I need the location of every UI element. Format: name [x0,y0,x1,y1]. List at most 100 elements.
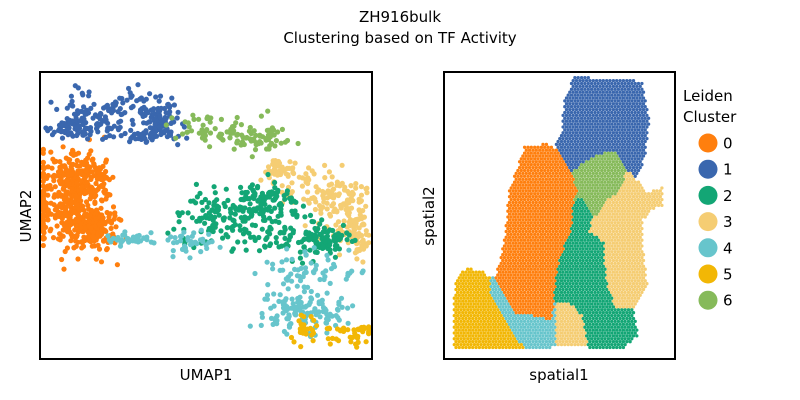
umap-point-cluster-0 [99,225,105,232]
spatial-spot-cluster-2 [588,258,592,263]
spatial-spot-cluster-2 [610,331,614,335]
spatial-spot-cluster-5 [454,316,458,321]
spatial-spot-cluster-0 [521,258,525,263]
umap-point-cluster-0 [45,192,51,198]
spatial-spot-cluster-0 [531,299,535,303]
spatial-spot-cluster-0 [548,229,552,234]
spatial-spot-cluster-0 [522,215,527,219]
spatial-spot-cluster-2 [600,255,604,260]
spatial-spot-cluster-2 [593,319,597,324]
spatial-spot-cluster-2 [630,325,634,329]
spatial-spot-cluster-0 [548,171,552,176]
spatial-spot-cluster-3 [616,209,621,213]
spatial-spot-cluster-2 [588,270,592,274]
spatial-spot-cluster-0 [573,192,577,196]
spatial-spot-cluster-2 [579,255,584,260]
spatial-spot-cluster-2 [630,308,634,312]
spatial-spot-cluster-0 [499,284,503,289]
spatial-spot-cluster-3 [606,203,611,208]
umap-point-cluster-5 [291,339,297,345]
spatial-spot-cluster-3 [556,302,560,306]
umap-point-cluster-2 [265,207,271,213]
spatial-spot-cluster-5 [507,340,512,344]
spatial-spot-cluster-5 [454,334,458,338]
spatial-spot-cluster-0 [527,183,532,187]
umap-point-cluster-1 [71,111,78,117]
spatial-spot-cluster-6 [591,189,595,193]
spatial-spot-cluster-3 [616,192,621,196]
umap-point-cluster-6 [204,115,210,122]
spatial-spot-cluster-3 [633,290,637,295]
umap-point-cluster-2 [232,211,238,217]
spatial-spot-cluster-0 [504,229,508,234]
spatial-spot-cluster-0 [531,305,535,309]
spatial-spot-cluster-5 [469,284,473,289]
spatial-spot-cluster-0 [549,296,554,300]
spatial-spot-cluster-0 [514,264,518,268]
spatial-spot-cluster-5 [457,340,461,344]
spatial-spot-cluster-2 [621,334,626,338]
spatial-spot-cluster-4 [551,322,555,326]
umap-point-cluster-4 [303,303,309,309]
spatial-spot-cluster-3 [631,229,636,234]
spatial-spot-cluster-6 [586,186,590,190]
umap-point-cluster-2 [325,229,331,235]
spatial-spot-cluster-4 [551,334,555,338]
spatial-spot-cluster-6 [581,171,585,176]
umap-point-cluster-1 [87,132,93,138]
spatial-spot-cluster-6 [578,195,582,199]
spatial-spot-cluster-2 [574,206,579,210]
spatial-spot-cluster-2 [563,279,567,283]
spatial-spot-cluster-5 [481,305,485,309]
spatial-spot-cluster-5 [484,322,488,326]
spatial-spot-cluster-3 [593,232,597,237]
spatial-spot-cluster-0 [544,212,549,216]
spatial-spot-cluster-3 [571,316,575,321]
spatial-spot-cluster-5 [455,313,460,318]
spatial-spot-cluster-5 [482,313,487,318]
spatial-spot-cluster-6 [596,168,600,173]
spatial-spot-cluster-4 [494,293,498,297]
spatial-spot-cluster-0 [524,247,528,251]
umap-point-cluster-1 [174,115,180,121]
spatial-spot-cluster-2 [578,270,582,274]
spatial-spot-cluster-0 [544,276,549,280]
spatial-spot-cluster-0 [499,261,503,266]
spatial-spot-cluster-2 [574,282,579,286]
spatial-spot-cluster-5 [467,287,472,292]
umap-point-cluster-5 [325,336,331,342]
spatial-spot-cluster-2 [569,250,574,254]
spatial-spot-cluster-0 [517,270,522,274]
umap-point-cluster-0 [85,234,91,240]
spatial-spot-cluster-0 [521,171,525,176]
spatial-spot-cluster-3 [558,328,562,332]
spatial-spot-cluster-0 [546,209,550,213]
umap-point-cluster-0 [46,210,52,216]
umap-point-cluster-1 [103,134,109,140]
spatial-spot-cluster-2 [568,270,572,274]
spatial-spot-cluster-2 [601,299,605,303]
spatial-spot-cluster-2 [610,342,614,347]
umap-ylabel: UMAP2 [17,190,35,243]
spatial-spot-cluster-3 [625,247,629,251]
spatial-spot-cluster-2 [574,264,579,268]
spatial-spot-cluster-2 [584,253,589,257]
umap-point-cluster-2 [273,239,279,246]
spatial-spot-cluster-5 [514,345,518,350]
spatial-spot-cluster-3 [611,212,616,216]
spatial-spot-cluster-5 [462,279,466,283]
umap-point-cluster-4 [264,292,271,298]
spatial-spot-cluster-5 [472,308,477,312]
spatial-spot-cluster-0 [521,206,525,210]
spatial-spot-cluster-3 [554,328,559,332]
spatial-spot-cluster-0 [553,209,557,213]
spatial-spot-cluster-5 [497,322,502,326]
spatial-spot-cluster-4 [524,340,528,344]
spatial-spot-cluster-2 [626,331,631,335]
spatial-spot-cluster-2 [613,342,617,347]
spatial-spot-cluster-0 [553,197,557,202]
spatial-spot-cluster-0 [536,238,540,242]
spatial-spot-cluster-0 [534,229,538,234]
spatial-spot-cluster-4 [516,313,520,318]
spatial-spot-cluster-2 [603,279,607,283]
